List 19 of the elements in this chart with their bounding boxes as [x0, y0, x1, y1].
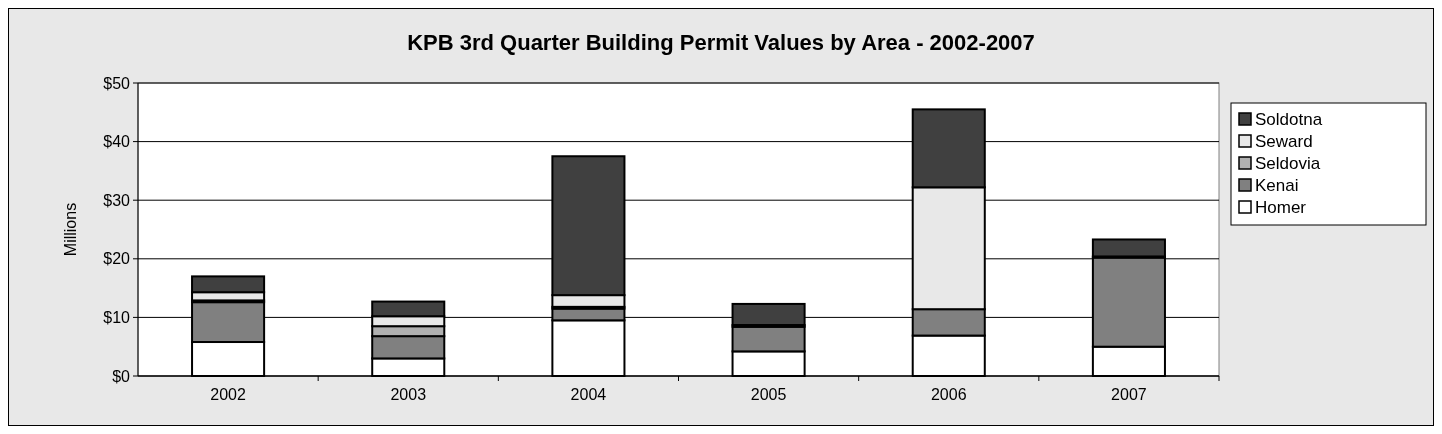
y-tick-label: $30	[103, 191, 131, 209]
y-tick-label: $0	[112, 367, 131, 385]
x-tick-label: 2004	[570, 386, 607, 403]
x-tick-label: 2003	[390, 386, 427, 403]
x-tick-label: 2007	[1111, 386, 1147, 403]
x-tick-label: 2005	[750, 386, 787, 403]
chart-title: KPB 3rd Quarter Building Permit Values by Area - 2002-2007	[407, 30, 1035, 55]
y-axis-title: Millions	[62, 202, 79, 257]
x-tick-label: 2002	[210, 386, 246, 403]
legend-label: Soldotna	[1255, 109, 1323, 129]
legend-label: Seward	[1255, 131, 1313, 151]
y-tick-label: $20	[103, 250, 131, 268]
y-tick-label: $50	[103, 74, 131, 92]
x-tick-label: 2006	[930, 386, 967, 403]
legend-label: Homer	[1255, 197, 1307, 217]
y-tick-label: $40	[103, 133, 131, 151]
y-tick-label: $10	[103, 309, 131, 326]
legend-label: Kenai	[1255, 175, 1299, 195]
legend-label: Seldovia	[1255, 153, 1321, 173]
